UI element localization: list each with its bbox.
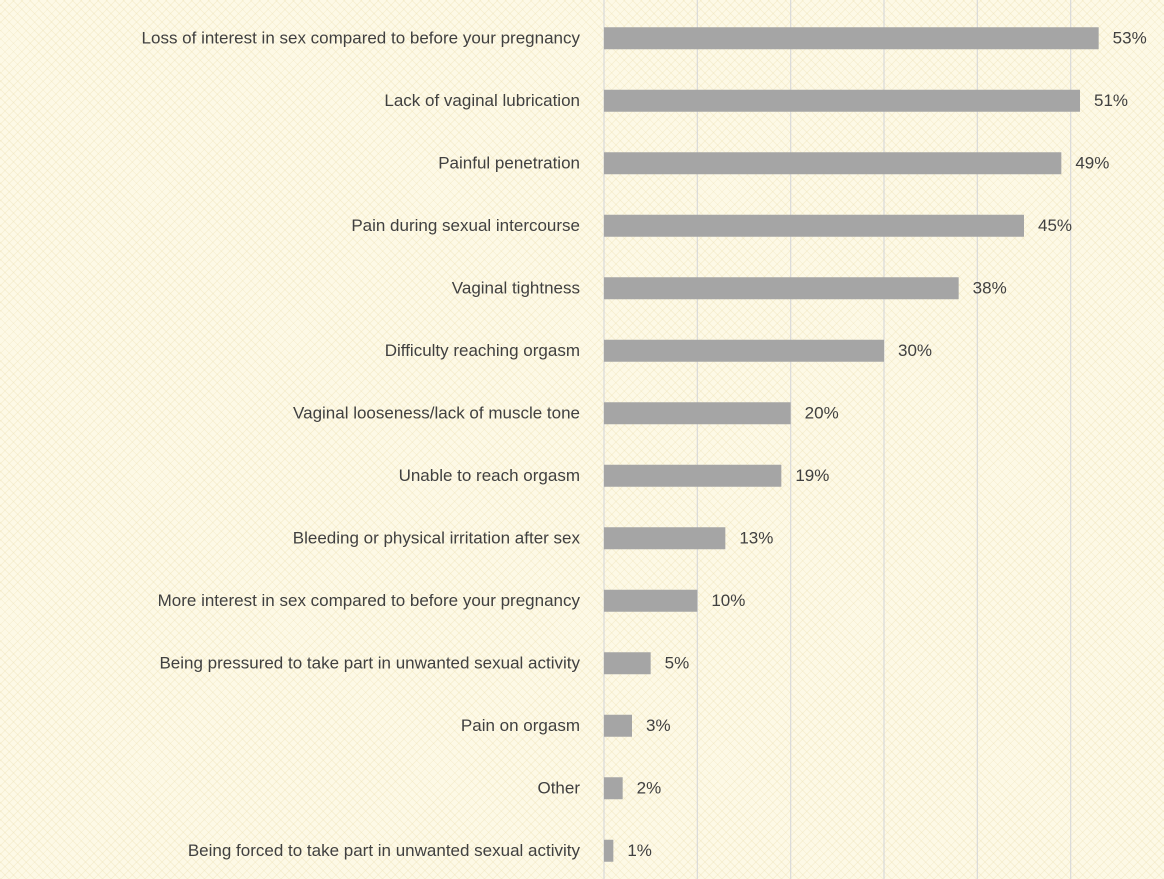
category-label: Pain during sexual intercourse (351, 216, 580, 235)
value-label: 20% (805, 404, 839, 423)
category-label: Vaginal looseness/lack of muscle tone (293, 404, 580, 423)
bar (604, 277, 959, 300)
bar (604, 152, 1062, 175)
category-label: Bleeding or physical irritation after se… (293, 529, 581, 548)
value-label: 30% (898, 341, 932, 360)
value-label: 5% (665, 654, 690, 673)
bar (604, 839, 614, 862)
bar (604, 589, 698, 612)
value-label: 38% (973, 279, 1007, 298)
bar (604, 339, 884, 362)
category-label: Being pressured to take part in unwanted… (159, 654, 580, 673)
category-label: Vaginal tightness (452, 279, 580, 298)
value-label: 13% (739, 529, 773, 548)
category-label: More interest in sex compared to before … (158, 591, 581, 610)
category-label: Pain on orgasm (461, 716, 580, 735)
category-label: Being forced to take part in unwanted se… (188, 841, 581, 860)
value-label: 45% (1038, 216, 1072, 235)
bar (604, 402, 791, 425)
value-label: 53% (1113, 29, 1147, 48)
value-label: 49% (1075, 154, 1109, 173)
bar (604, 214, 1024, 237)
bar (604, 777, 623, 800)
value-label: 2% (637, 779, 662, 798)
value-label: 3% (646, 716, 671, 735)
bar (604, 652, 651, 675)
value-label: 51% (1094, 91, 1128, 110)
category-label: Painful penetration (438, 154, 580, 173)
bar (604, 89, 1080, 112)
bar (604, 464, 782, 487)
category-label: Loss of interest in sex compared to befo… (142, 29, 581, 48)
category-label: Other (537, 779, 580, 798)
value-label: 19% (795, 466, 829, 485)
value-label: 1% (627, 841, 652, 860)
category-label: Difficulty reaching orgasm (385, 341, 580, 360)
bar (604, 27, 1099, 50)
value-label: 10% (711, 591, 745, 610)
category-label: Unable to reach orgasm (399, 466, 580, 485)
category-label: Lack of vaginal lubrication (384, 91, 580, 110)
bar (604, 527, 726, 550)
bar (604, 714, 632, 737)
